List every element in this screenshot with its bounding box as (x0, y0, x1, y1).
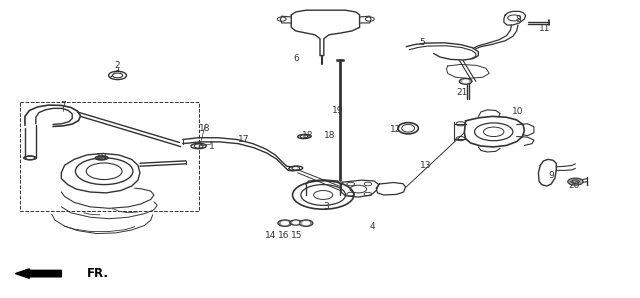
Text: 18: 18 (324, 131, 335, 140)
Text: 6: 6 (294, 54, 300, 63)
Text: 10: 10 (512, 107, 524, 117)
Text: 13: 13 (420, 161, 431, 170)
Text: 8: 8 (515, 15, 521, 24)
Text: 20: 20 (568, 181, 580, 190)
Circle shape (292, 221, 299, 224)
Text: 12: 12 (390, 125, 401, 134)
Circle shape (299, 220, 313, 226)
Circle shape (568, 178, 583, 185)
Text: 16: 16 (278, 231, 289, 240)
Text: 4: 4 (369, 222, 375, 231)
Bar (20, 102, 198, 211)
Circle shape (278, 220, 292, 226)
Text: 2: 2 (114, 61, 120, 70)
Circle shape (302, 221, 310, 225)
Text: 7: 7 (60, 102, 66, 111)
Text: 14: 14 (265, 231, 276, 240)
Text: 11: 11 (539, 24, 550, 33)
Text: 17: 17 (237, 135, 249, 144)
Text: FR.: FR. (87, 267, 109, 280)
Text: 15: 15 (291, 231, 302, 240)
Circle shape (281, 221, 289, 225)
Text: 1: 1 (209, 142, 214, 150)
Text: 21: 21 (456, 88, 467, 97)
Text: 18: 18 (301, 131, 313, 140)
Circle shape (460, 78, 472, 84)
FancyArrow shape (15, 269, 61, 278)
Text: 18: 18 (96, 153, 108, 162)
Text: 19: 19 (332, 106, 344, 115)
Text: 3: 3 (323, 202, 329, 211)
Circle shape (290, 220, 301, 225)
Circle shape (463, 80, 468, 83)
Text: 5: 5 (419, 38, 425, 47)
Text: 18: 18 (199, 124, 211, 133)
Text: 9: 9 (548, 171, 554, 180)
